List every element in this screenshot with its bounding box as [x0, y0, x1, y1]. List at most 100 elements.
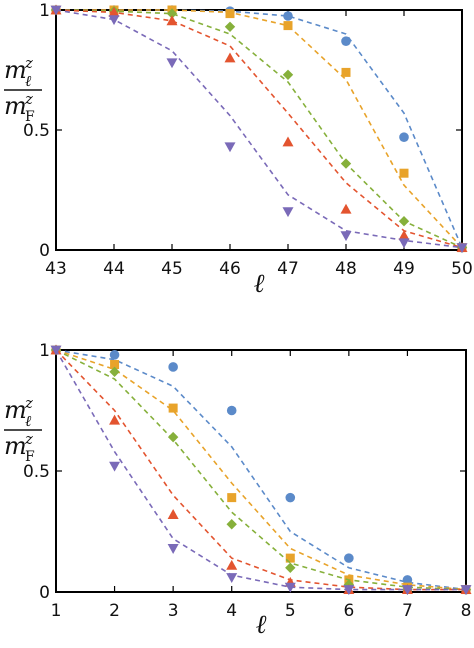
data-point-circle	[399, 132, 409, 142]
data-point-triangle-down	[226, 573, 238, 583]
data-point-triangle-up	[109, 414, 121, 425]
series-square	[51, 5, 467, 253]
plot-frame	[55, 9, 463, 251]
y-tick-label: 0.5	[23, 462, 50, 482]
fit-curve-triangle-up	[55, 349, 466, 591]
data-point-circle	[344, 553, 354, 563]
fit-curve-diamond	[55, 9, 463, 249]
data-point-diamond	[340, 158, 352, 169]
fit-curve-diamond	[55, 349, 467, 591]
data-point-triangle-down	[50, 5, 62, 16]
data-point-triangle-down	[340, 231, 352, 242]
y-label-denominator: m	[4, 432, 27, 460]
data-point-circle	[226, 405, 237, 416]
data-point-triangle-down	[456, 243, 468, 254]
data-point-triangle-up	[398, 230, 410, 240]
data-point-circle	[168, 362, 178, 372]
y-tick-label: 0	[39, 583, 50, 603]
x-axis-label: ℓ	[256, 610, 267, 640]
x-tick-label: 2	[109, 601, 120, 621]
data-point-square	[341, 67, 351, 77]
y-label-denominator-sub: F	[25, 449, 35, 465]
x-tick-label: 43	[45, 259, 67, 279]
fit-curve-triangle-up	[55, 9, 463, 249]
x-tick-label: 46	[219, 259, 241, 279]
series-circle	[51, 5, 467, 253]
data-point-square	[399, 168, 409, 178]
x-tick-label: 47	[277, 259, 299, 279]
y-tick-label: 0	[39, 241, 50, 261]
fit-curve-circle	[55, 349, 467, 591]
x-tick-label: 48	[335, 259, 357, 279]
x-tick-label: 5	[285, 601, 296, 621]
data-point-circle	[341, 36, 351, 46]
y-label-numerator: m	[4, 56, 27, 84]
fit-curve-square	[56, 9, 463, 249]
data-point-triangle-up	[167, 509, 179, 519]
x-tick-label: 6	[343, 601, 354, 621]
series-triangle-down	[50, 5, 468, 254]
data-point-diamond	[166, 8, 178, 19]
data-point-circle	[285, 492, 296, 503]
data-point-triangle-down	[401, 585, 413, 596]
data-point-diamond	[167, 431, 179, 443]
series-diamond	[50, 4, 468, 253]
y-label-numerator-sub: ℓ	[25, 72, 31, 90]
y-tick-label: 1	[39, 1, 50, 21]
series-triangle-up	[50, 344, 472, 594]
series-triangle-up	[50, 4, 468, 252]
data-point-triangle-down	[167, 544, 179, 554]
data-point-diamond	[282, 69, 294, 80]
series-triangle-down	[50, 345, 472, 596]
x-tick-label: 44	[103, 259, 125, 279]
x-tick-label: 49	[393, 259, 415, 279]
y-tick-label: 1	[39, 341, 50, 361]
plot-frame	[55, 349, 467, 593]
x-tick-label: 1	[51, 601, 62, 621]
data-point-triangle-up	[108, 6, 120, 17]
data-point-square	[227, 493, 237, 503]
fit-curve-circle	[56, 9, 463, 248]
y-tick-label: 0.5	[23, 121, 50, 141]
data-point-circle	[109, 350, 120, 360]
data-point-triangle-down	[166, 58, 178, 69]
data-point-square	[283, 21, 293, 31]
y-label-numerator-sub: ℓ	[25, 412, 31, 430]
data-point-triangle-down	[50, 345, 62, 356]
y-label-numerator: m	[4, 396, 27, 424]
data-point-square	[110, 360, 120, 370]
data-point-triangle-up	[224, 52, 236, 63]
data-point-triangle-down	[282, 207, 294, 218]
fit-curve-square	[55, 349, 467, 591]
data-point-square	[168, 403, 178, 413]
x-tick-label: 7	[402, 601, 413, 621]
data-point-triangle-down	[460, 585, 472, 596]
data-point-triangle-down	[109, 461, 121, 472]
y-label-denominator: m	[4, 92, 27, 120]
y-label-numerator-sup: z	[24, 394, 33, 412]
data-point-triangle-up	[226, 559, 238, 570]
x-tick-label: 50	[451, 259, 473, 279]
data-point-diamond	[224, 21, 236, 32]
data-point-triangle-down	[224, 142, 236, 153]
x-tick-label: 45	[161, 259, 183, 279]
data-point-diamond	[285, 562, 296, 573]
data-point-diamond	[226, 519, 237, 530]
data-point-triangle-down	[398, 238, 410, 249]
data-point-triangle-up	[340, 203, 352, 214]
x-tick-label: 4	[226, 601, 237, 621]
y-label-numerator-sup: z	[24, 54, 33, 72]
x-tick-label: 8	[461, 601, 472, 621]
y-label-denominator-sub: F	[25, 109, 35, 125]
data-point-square	[285, 553, 295, 563]
data-point-diamond	[398, 216, 410, 227]
data-point-triangle-down	[108, 15, 120, 26]
data-point-circle	[283, 11, 293, 21]
data-point-triangle-down	[343, 585, 355, 596]
data-point-triangle-up	[166, 15, 178, 26]
